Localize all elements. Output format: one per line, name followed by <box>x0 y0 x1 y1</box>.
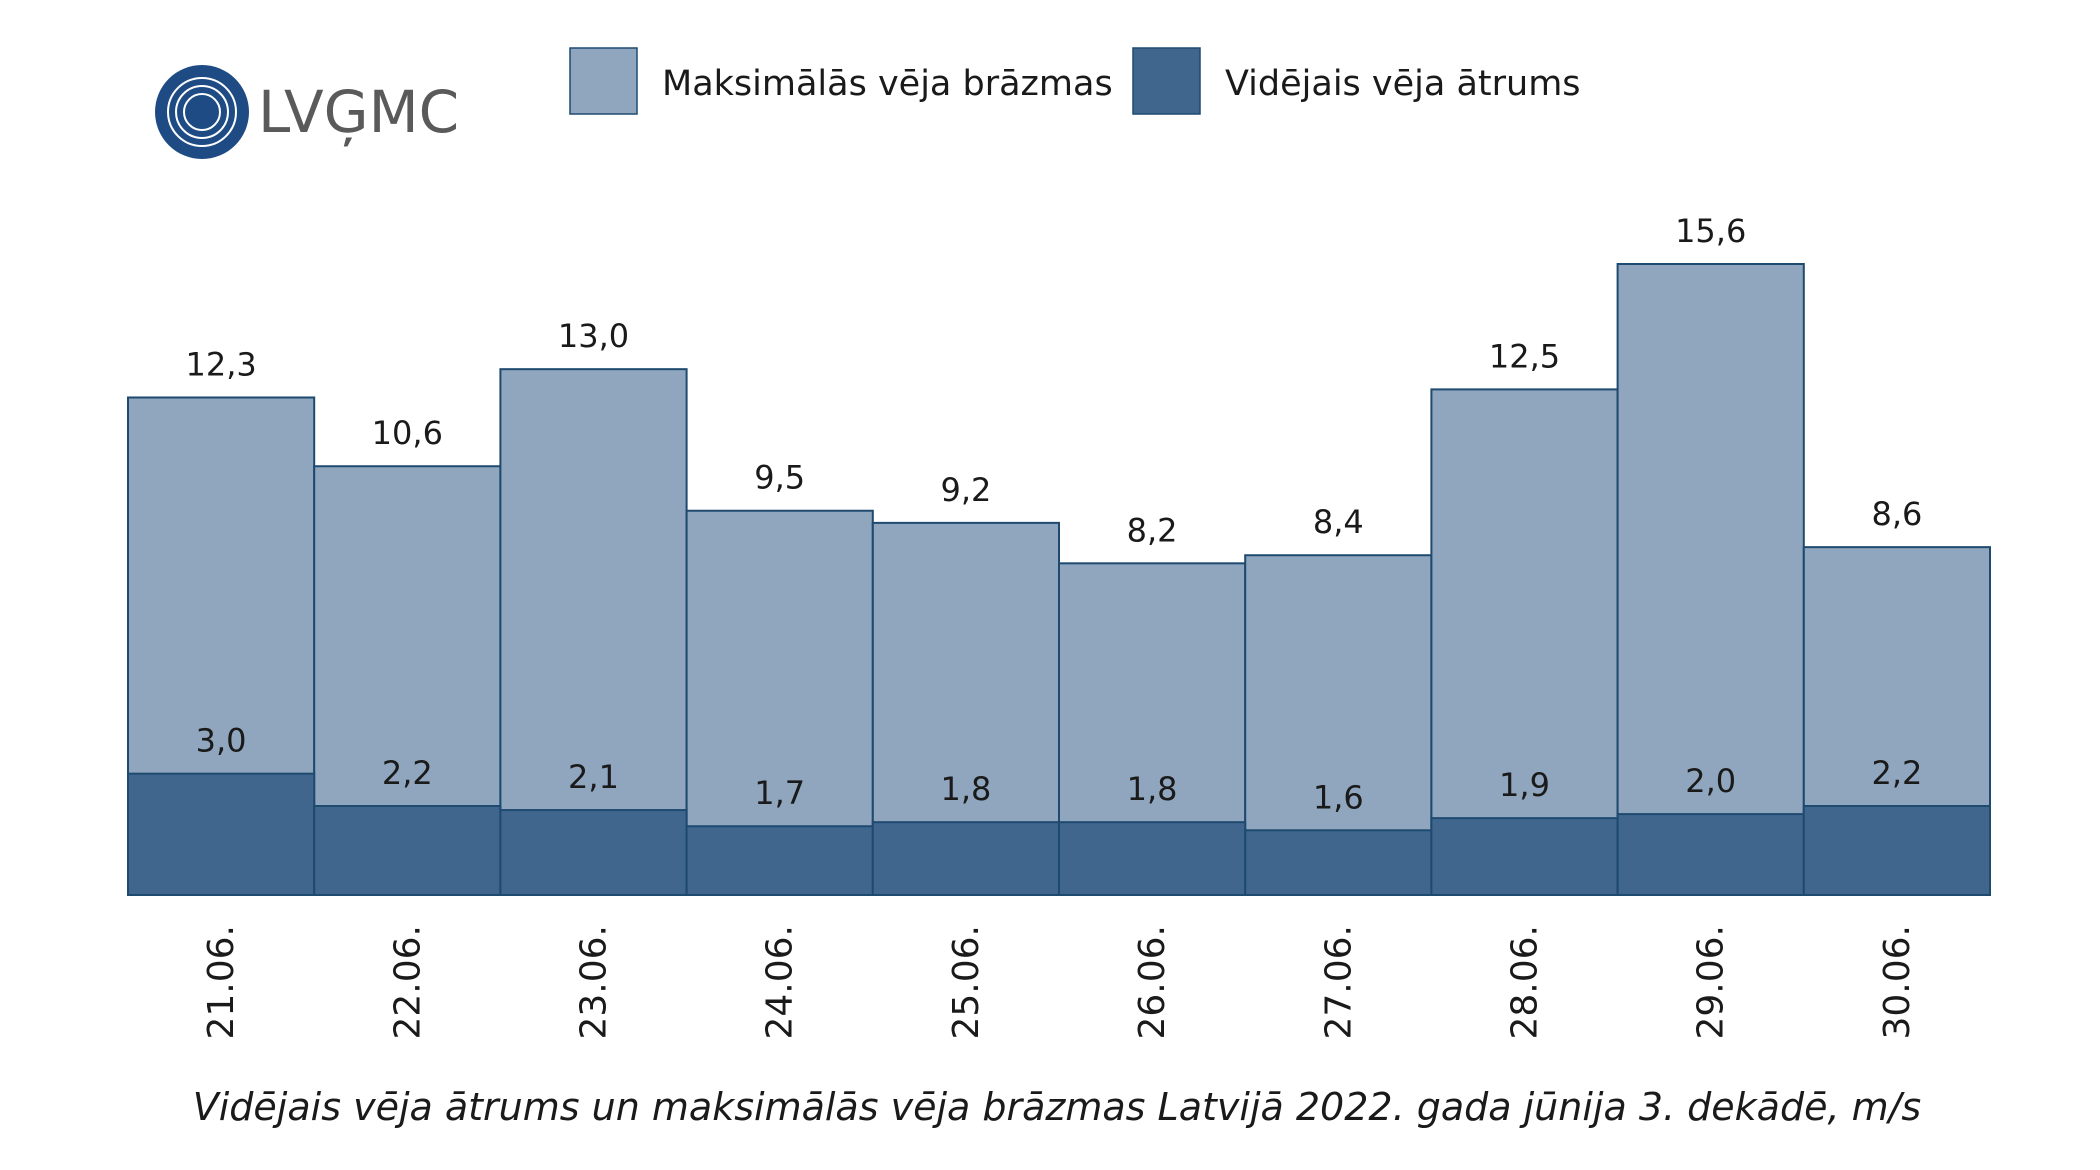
data-label: 1,7 <box>754 774 805 812</box>
data-label: 8,2 <box>1127 511 1178 549</box>
data-label: 2,1 <box>568 758 619 796</box>
legend-label: Vidējais vēja ātrums <box>1225 64 1581 104</box>
logo-ring <box>175 85 229 139</box>
logo-mark <box>155 65 249 159</box>
bar <box>127 772 316 897</box>
bar <box>499 809 688 896</box>
data-label: 12,5 <box>1489 337 1560 375</box>
logo-ring <box>167 77 237 147</box>
x-tick-label: 29.06. <box>1691 925 1732 1040</box>
bar <box>871 821 1060 897</box>
bar <box>1058 821 1247 897</box>
bar <box>1430 817 1619 897</box>
x-tick-label: 21.06. <box>201 925 242 1040</box>
data-label: 8,4 <box>1313 503 1364 541</box>
legend-label: Maksimālās vēja brāzmas <box>662 64 1113 104</box>
data-label: 1,8 <box>1127 770 1178 808</box>
data-label: 9,2 <box>940 471 991 509</box>
legend-swatch <box>1132 47 1201 115</box>
logo: LVĢMC <box>155 65 459 159</box>
x-tick-label: 30.06. <box>1877 925 1918 1040</box>
data-label: 1,6 <box>1313 778 1364 816</box>
bar <box>1616 813 1805 896</box>
bar <box>313 805 502 896</box>
bar <box>499 368 688 896</box>
data-label: 10,6 <box>372 414 443 452</box>
logo-text: LVĢMC <box>258 78 459 147</box>
legend-swatch <box>569 47 638 115</box>
x-tick-label: 22.06. <box>387 925 428 1040</box>
logo-ring <box>183 93 221 131</box>
bar <box>685 825 874 896</box>
x-tick-label: 24.06. <box>760 925 801 1040</box>
data-label: 13,0 <box>558 317 629 355</box>
x-tick-label: 25.06. <box>946 925 987 1040</box>
bar <box>1616 263 1805 896</box>
data-label: 2,2 <box>1871 754 1922 792</box>
data-label: 2,2 <box>382 754 433 792</box>
x-tick-label: 27.06. <box>1318 925 1359 1040</box>
bar <box>1802 805 1992 896</box>
data-label: 1,9 <box>1499 766 1550 804</box>
x-tick-label: 28.06. <box>1505 925 1546 1040</box>
data-label: 2,0 <box>1685 762 1736 800</box>
data-label: 8,6 <box>1871 495 1922 533</box>
x-tick-label: 26.06. <box>1132 925 1173 1040</box>
x-tick-label: 23.06. <box>574 925 615 1040</box>
data-label: 1,8 <box>940 770 991 808</box>
data-label: 3,0 <box>196 722 247 760</box>
bar <box>1244 829 1433 896</box>
chart-title: Vidējais vēja ātrums un maksimālās vēja … <box>193 1085 1921 1129</box>
data-label: 12,3 <box>185 345 256 383</box>
data-label: 9,5 <box>754 459 805 497</box>
data-label: 15,6 <box>1675 212 1746 250</box>
